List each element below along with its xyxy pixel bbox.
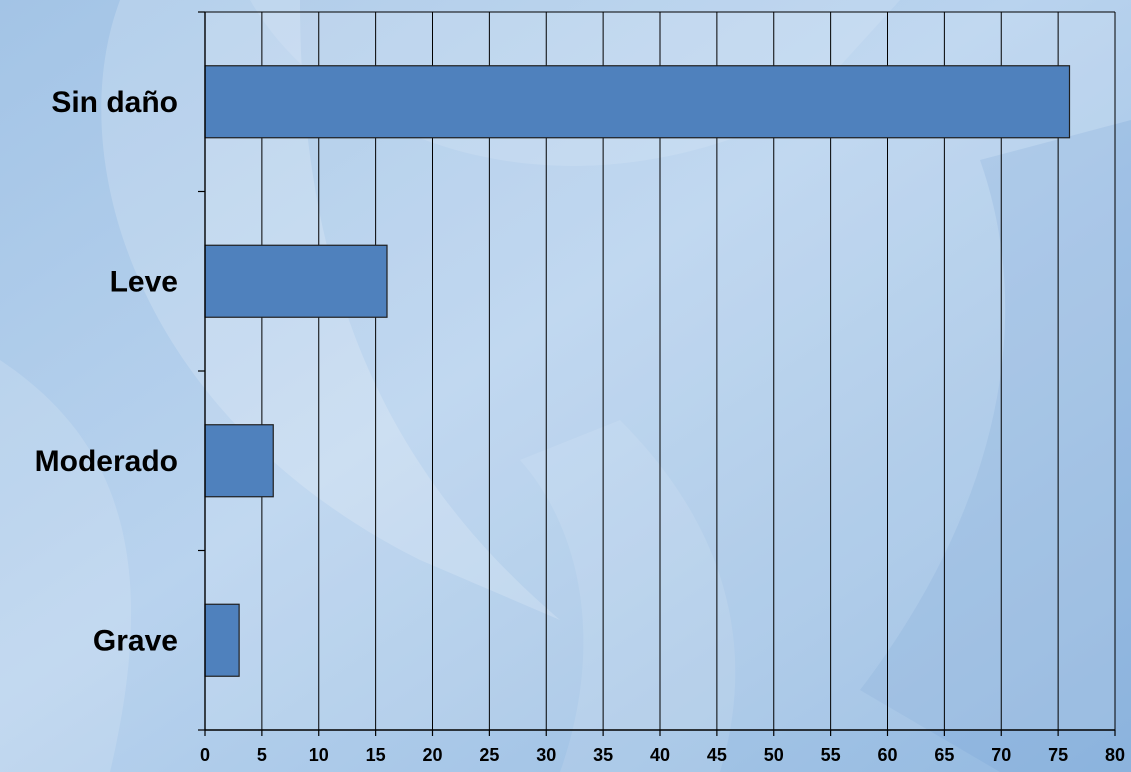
x-tick-label: 0 — [200, 745, 210, 765]
x-tick-label: 30 — [536, 745, 556, 765]
x-tick-label: 10 — [309, 745, 329, 765]
bar-0 — [204, 65, 1071, 139]
category-label: Moderado — [35, 445, 178, 478]
x-tick-label: 15 — [366, 745, 386, 765]
x-tick-label: 35 — [593, 745, 613, 765]
x-tick-label: 20 — [422, 745, 442, 765]
x-tick-label: 80 — [1105, 745, 1125, 765]
x-tick-label: 75 — [1048, 745, 1068, 765]
x-tick-labels: 0 5 10 15 20 25 30 35 40 45 50 55 60 65 70 75 80 — [200, 745, 1125, 765]
bar-3 — [204, 603, 240, 677]
bars — [204, 65, 1071, 677]
bar-1 — [204, 244, 388, 318]
x-tick-label: 60 — [877, 745, 897, 765]
x-tick-label: 50 — [764, 745, 784, 765]
category-label: Leve — [110, 265, 178, 298]
axes — [198, 11, 1116, 736]
x-tick-label: 45 — [707, 745, 727, 765]
category-label: Grave — [93, 624, 178, 657]
x-tick-label: 70 — [991, 745, 1011, 765]
category-label: Sin daño — [51, 86, 178, 119]
x-tick-label: 5 — [257, 745, 267, 765]
x-tick-label: 40 — [650, 745, 670, 765]
x-tick-label: 65 — [934, 745, 954, 765]
category-labels: Sin daño Leve Moderado Grave — [35, 86, 178, 658]
bar-2 — [204, 424, 274, 498]
x-tick-label: 25 — [479, 745, 499, 765]
x-tick-label: 55 — [821, 745, 841, 765]
